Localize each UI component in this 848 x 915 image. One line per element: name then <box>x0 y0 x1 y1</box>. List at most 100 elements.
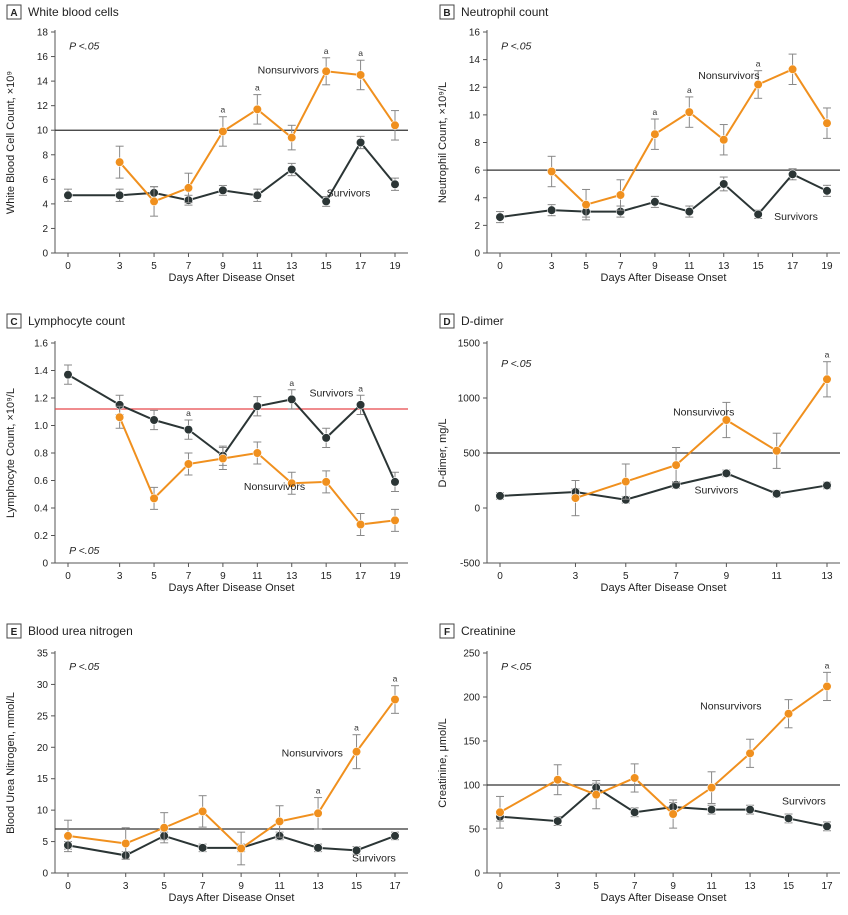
series-nonsurvivors <box>115 57 400 217</box>
data-point <box>591 790 601 800</box>
series-annotation: Nonsurvivors <box>698 70 759 82</box>
x-tick-label: 15 <box>321 571 333 582</box>
y-tick-label: 4 <box>474 193 480 204</box>
y-tick-label: 500 <box>463 449 480 460</box>
data-point <box>630 807 640 817</box>
data-point <box>115 412 125 422</box>
y-tick-label: 100 <box>463 781 480 792</box>
y-tick-label: 1.2 <box>34 394 48 405</box>
panel-title: White blood cells <box>28 5 119 19</box>
series-annotation: Survivors <box>782 795 826 807</box>
y-tick-label: 1.6 <box>34 339 48 350</box>
x-tick-label: 17 <box>821 881 833 892</box>
y-tick-label: 150 <box>463 737 480 748</box>
series-annotation: Survivors <box>309 388 353 400</box>
series-annotation: Survivors <box>774 211 818 223</box>
data-point <box>621 477 631 487</box>
p-value-label: P <.05 <box>69 40 99 52</box>
x-tick-label: 9 <box>670 881 676 892</box>
data-point <box>183 183 194 193</box>
p-value-label: P <.05 <box>69 545 99 557</box>
significance-marker: a <box>358 383 363 393</box>
data-point <box>822 480 832 491</box>
data-point <box>822 118 832 128</box>
y-tick-label: 12 <box>469 83 481 94</box>
data-point <box>351 747 362 757</box>
panel-header: C Lymphocyte count <box>6 313 126 329</box>
x-tick-label: 3 <box>117 571 123 582</box>
series-nonsurvivors <box>547 53 832 221</box>
y-axis-label: D-dimer, mg/L <box>437 418 449 487</box>
series-line <box>68 140 396 204</box>
x-tick-label: 19 <box>389 261 401 272</box>
data-point <box>313 808 323 818</box>
x-tick-label: 7 <box>673 571 679 582</box>
x-axis-label: Days After Disease Onset <box>169 892 295 904</box>
data-point <box>183 425 194 435</box>
data-point <box>772 489 782 499</box>
panel-letter-box <box>6 623 22 639</box>
x-tick-label: 19 <box>389 571 401 582</box>
y-tick-label: 10 <box>37 806 49 817</box>
data-point <box>321 477 331 487</box>
data-point <box>274 816 285 827</box>
y-tick-label: 20 <box>37 743 49 754</box>
panel-header: E Blood urea nitrogen <box>6 623 133 639</box>
panel-letter-box <box>6 313 22 329</box>
data-point <box>252 401 262 411</box>
x-tick-label: 3 <box>549 261 555 272</box>
y-tick-label: 25 <box>37 711 49 722</box>
chart-panel-a: A White blood cells 0 2 4 6 8 10 12 14 16 18 0 3 5 7 9 11… <box>5 4 408 284</box>
data-point <box>553 816 563 826</box>
series-annotation: Nonsurvivors <box>282 748 343 760</box>
panel-title: Creatinine <box>461 624 516 638</box>
y-tick-label: 8 <box>42 150 48 161</box>
data-point <box>198 843 208 853</box>
x-tick-label: 11 <box>706 881 717 892</box>
significance-marker: a <box>358 48 363 58</box>
x-tick-label: 7 <box>186 571 192 582</box>
y-tick-label: 14 <box>37 77 49 88</box>
x-tick-label: 3 <box>555 881 561 892</box>
x-tick-label: 11 <box>771 571 782 582</box>
data-point <box>218 453 228 464</box>
panel-header: B Neutrophil count <box>439 4 549 20</box>
significance-marker: a <box>825 350 830 360</box>
x-tick-label: 17 <box>787 261 799 272</box>
x-tick-label: 0 <box>65 261 71 272</box>
x-tick-label: 13 <box>821 571 833 582</box>
panel-letter: D <box>443 317 450 328</box>
y-axis-label: White Blood Cell Count, ×10⁹ <box>5 71 17 214</box>
data-point <box>719 179 729 189</box>
data-point <box>547 205 557 215</box>
data-point <box>772 446 782 456</box>
series-nonsurvivors <box>495 671 832 829</box>
y-tick-label: 30 <box>37 680 49 691</box>
y-tick-label: 1000 <box>458 394 481 405</box>
data-point <box>671 460 681 470</box>
x-axis-label: Days After Disease Onset <box>169 272 295 284</box>
significance-marker: a <box>393 674 398 684</box>
significance-marker: a <box>316 786 321 796</box>
chart-panel-c: C Lymphocyte count 0 0.2 0.4 0.6 0.8 1.0 1.2 1.4 1… <box>5 313 408 594</box>
data-point <box>684 206 694 217</box>
data-point <box>390 179 400 189</box>
y-tick-label: 35 <box>37 649 49 660</box>
x-tick-label: 11 <box>252 571 263 582</box>
panel-letter: C <box>10 317 17 328</box>
y-tick-label: 18 <box>37 28 49 39</box>
panel-letter-box <box>6 4 22 20</box>
y-tick-label: 0 <box>42 249 48 260</box>
panel-letter-box <box>439 4 455 20</box>
data-point <box>183 459 194 469</box>
data-point <box>581 200 591 210</box>
data-point <box>684 107 694 117</box>
data-point <box>721 468 731 478</box>
data-point <box>115 190 125 200</box>
chart-panel-b: B Neutrophil count 0 2 4 6 8 10 12 14 16 0 3 5 7 9 11 13 1… <box>437 4 840 284</box>
series-line <box>118 416 396 526</box>
data-point <box>63 190 73 200</box>
data-point <box>615 190 626 200</box>
series-survivors <box>63 364 400 492</box>
